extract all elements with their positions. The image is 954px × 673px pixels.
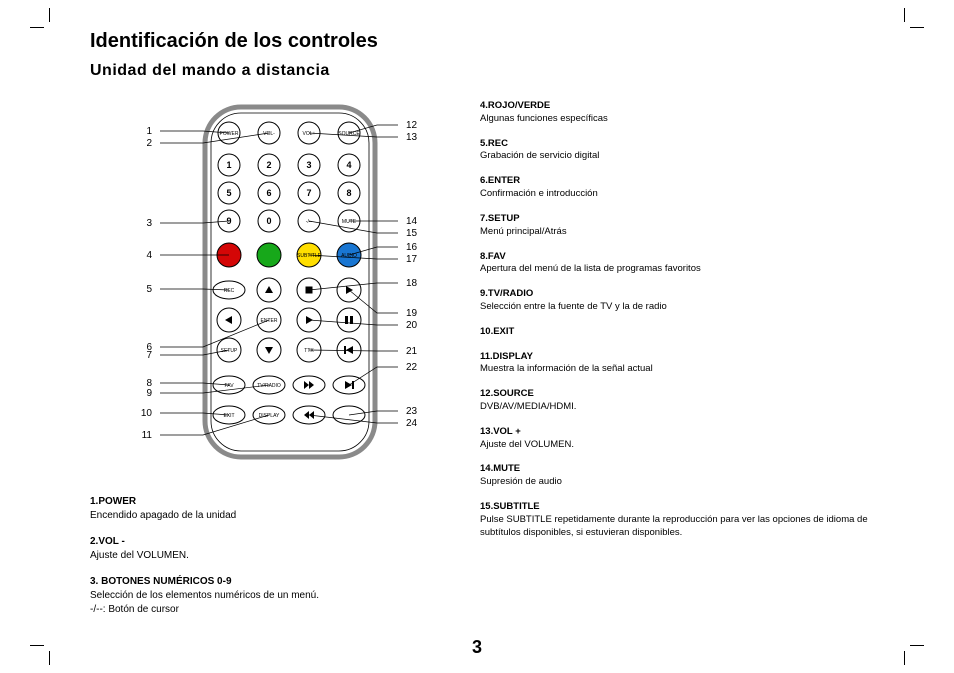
exit-button-label: EXIT — [223, 413, 234, 419]
description-body: Confirmación e introducción — [480, 188, 900, 201]
callout-number: 23 — [406, 406, 418, 417]
numpad-1-label: 1 — [226, 160, 231, 170]
description-item: 12.SOURCEDVB/AV/MEDIA/HDMI. — [480, 388, 900, 414]
callout-number: 7 — [146, 350, 152, 361]
callout-number: 4 — [146, 250, 152, 261]
description-body: Selección entre la fuente de TV y la de … — [480, 301, 900, 314]
description-head: 14.MUTE — [480, 463, 900, 476]
description-body: DVB/AV/MEDIA/HDMI. — [480, 401, 900, 414]
description-head: 13.VOL + — [480, 426, 900, 439]
fav-button-label: FAV — [224, 383, 234, 389]
callout-number: 19 — [406, 308, 418, 319]
description-item: 10.EXIT — [480, 326, 900, 339]
numpad-0-label: 0 — [266, 216, 271, 226]
callout-number: 11 — [142, 430, 153, 441]
callout-number: 2 — [146, 138, 152, 149]
description-item: 2.VOL -Ajuste del VOLUMEN. — [90, 535, 430, 563]
callout-number: 17 — [406, 254, 418, 265]
description-head: 12.SOURCE — [480, 388, 900, 401]
numpad-5-label: 5 — [226, 188, 231, 198]
description-head: 4.ROJO/VERDE — [480, 100, 900, 113]
ttx-button-label: TTX — [304, 348, 314, 354]
callout-number: 22 — [406, 362, 418, 373]
callout-number: 1 — [146, 126, 152, 137]
descriptions-right: 4.ROJO/VERDEAlgunas funciones específica… — [480, 100, 900, 552]
description-body: Menú principal/Atrás — [480, 226, 900, 239]
descriptions-left: 1.POWEREncendido apagado de la unidad 2.V… — [90, 495, 430, 629]
description-body: Apertura del menú de la lista de program… — [480, 263, 900, 276]
description-body: Grabación de servicio digital — [480, 150, 900, 163]
description-body: Ajuste del VOLUMEN. — [90, 549, 430, 563]
description-head: 1.POWER — [90, 495, 430, 509]
description-head: 5.REC — [480, 138, 900, 151]
description-body: Algunas funciones específicas — [480, 113, 900, 126]
remote-diagram: POWERVOL-VOL+SOURCE1234567890-/--MUTESUB… — [90, 95, 470, 490]
page-title: Identificación de los controles — [90, 30, 378, 53]
power-button-label: POWER — [220, 131, 239, 137]
numpad-4-label: 4 — [346, 160, 351, 170]
callout-number: 20 — [406, 320, 418, 331]
leader-line — [160, 133, 269, 143]
page-number: 3 — [0, 637, 954, 658]
description-head: 7.SETUP — [480, 213, 900, 226]
callout-number: 18 — [406, 278, 418, 289]
numpad-2-label: 2 — [266, 160, 271, 170]
description-item: 4.ROJO/VERDEAlgunas funciones específica… — [480, 100, 900, 126]
callout-number: 24 — [406, 418, 418, 429]
enter-button-label: ENTER — [261, 318, 278, 324]
description-item: 15.SUBTITLEPulse SUBTITLE repetidamente … — [480, 501, 900, 539]
description-head: 2.VOL - — [90, 535, 430, 549]
description-head: 3. BOTONES NUMÉRICOS 0-9 — [90, 575, 430, 589]
callout-number: 12 — [406, 120, 418, 131]
description-item: 8.FAVApertura del menú de la lista de pr… — [480, 251, 900, 277]
numpad-MUTE-label: MUTE — [342, 219, 357, 225]
callout-number: 13 — [406, 132, 418, 143]
description-head: 11.DISPLAY — [480, 351, 900, 364]
description-body: Muestra la información de la señal actua… — [480, 363, 900, 376]
callout-number: 15 — [406, 228, 418, 239]
callout-number: 3 — [146, 218, 152, 229]
numpad-7-label: 7 — [306, 188, 311, 198]
description-item: 5.RECGrabación de servicio digital — [480, 138, 900, 164]
description-body: Pulse SUBTITLE repetidamente durante la … — [480, 514, 900, 540]
description-body: Supresión de audio — [480, 476, 900, 489]
description-body: Ajuste del VOLUMEN. — [480, 439, 900, 452]
leader-line — [160, 320, 269, 347]
description-body: -/--: Botón de cursor — [90, 603, 430, 617]
description-item: 13.VOL +Ajuste del VOLUMEN. — [480, 426, 900, 452]
callout-number: 9 — [146, 388, 152, 399]
description-item: 3. BOTONES NUMÉRICOS 0-9Selección de los… — [90, 575, 430, 617]
rec-button-label: REC — [224, 288, 235, 294]
description-head: 9.TV/RADIO — [480, 288, 900, 301]
description-item: 14.MUTESupresión de audio — [480, 463, 900, 489]
callout-number: 10 — [141, 408, 153, 419]
description-head: 8.FAV — [480, 251, 900, 264]
manual-page: Identificación de los controles Unidad d… — [0, 0, 954, 673]
numpad-3-label: 3 — [306, 160, 311, 170]
callout-number: 5 — [146, 284, 152, 295]
description-item: 1.POWEREncendido apagado de la unidad — [90, 495, 430, 523]
callout-number: 21 — [406, 346, 418, 357]
description-body: Selección de los elementos numéricos de … — [90, 589, 430, 603]
green-button — [257, 243, 281, 267]
description-head: 15.SUBTITLE — [480, 501, 900, 514]
numpad--label: -/-- — [306, 219, 313, 225]
numpad-8-label: 8 — [346, 188, 351, 198]
description-item: 11.DISPLAYMuestra la información de la s… — [480, 351, 900, 377]
display-button-label: DISPLAY — [259, 413, 280, 419]
callout-number: 14 — [406, 216, 418, 227]
pause-button — [337, 308, 361, 332]
numpad-6-label: 6 — [266, 188, 271, 198]
vol-plus-button-label: VOL+ — [303, 131, 316, 137]
description-head: 10.EXIT — [480, 326, 900, 339]
description-item: 9.TV/RADIOSelección entre la fuente de T… — [480, 288, 900, 314]
description-item: 6.ENTERConfirmación e introducción — [480, 175, 900, 201]
description-head: 6.ENTER — [480, 175, 900, 188]
callout-number: 16 — [406, 242, 418, 253]
description-item: 7.SETUPMenú principal/Atrás — [480, 213, 900, 239]
page-subtitle: Unidad del mando a distancia — [90, 62, 330, 80]
description-body: Encendido apagado de la unidad — [90, 509, 430, 523]
